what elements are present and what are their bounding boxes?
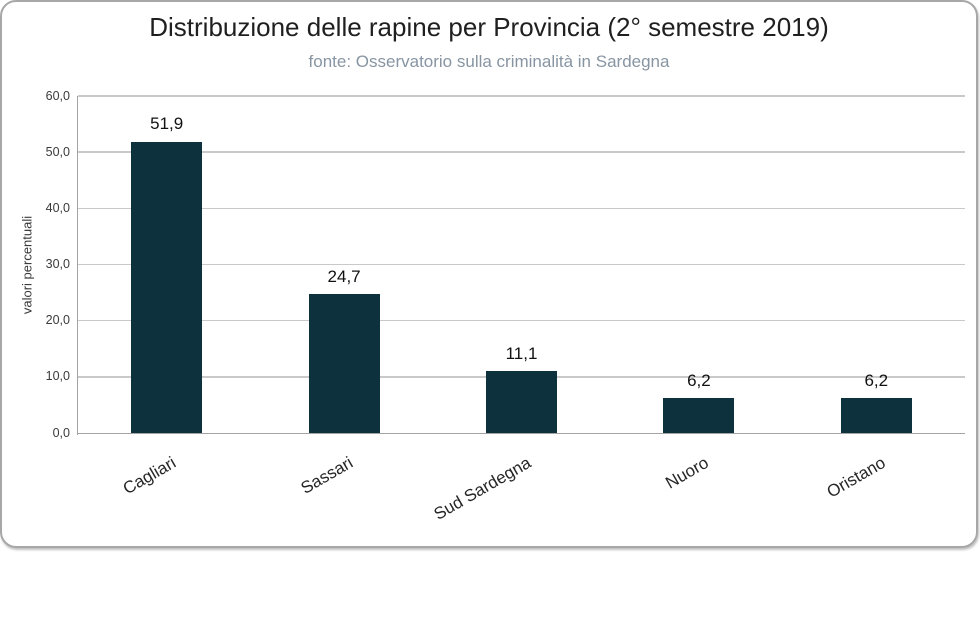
- value-label-oristano: 6,2: [864, 371, 889, 391]
- x-label-sassari: Sassari: [298, 453, 357, 498]
- bar-oristano: [840, 398, 912, 433]
- y-tick-label: 20,0: [45, 313, 70, 328]
- gridline-50,0: [78, 151, 965, 153]
- value-label-cagliari: 51,9: [150, 114, 184, 134]
- x-label-cagliari: Cagliari: [119, 453, 180, 499]
- gridline-30,0: [78, 263, 965, 266]
- gridline-60,0: [78, 95, 965, 97]
- x-label-nuoro: Nuoro: [661, 453, 712, 493]
- y-tick-label: 10,0: [45, 369, 70, 384]
- value-label-sassari: 24,7: [327, 267, 361, 287]
- chart-title: Distribuzione delle rapine per Provincia…: [149, 12, 829, 42]
- y-tick-label: 40,0: [45, 200, 70, 215]
- chart-frame: Distribuzione delle rapine per Provincia…: [0, 0, 978, 548]
- value-label-sud-sardegna: 11,1: [505, 343, 538, 363]
- x-label-sud-sardegna: Sud Sardegna: [430, 453, 534, 524]
- y-tick-label: 50,0: [45, 144, 70, 159]
- y-tick-label: 60,0: [45, 88, 70, 103]
- bar-sud-sardegna: [486, 370, 557, 433]
- y-axis-line: [76, 96, 78, 435]
- gridline-40,0: [78, 207, 965, 210]
- value-label-nuoro: 6,2: [687, 371, 711, 391]
- y-tick-label: 30,0: [45, 257, 70, 271]
- x-axis-line: [76, 432, 965, 434]
- bar-sassari: [308, 294, 380, 433]
- plot-area: 51,9 24,7 11,1 6,2 6,2: [76, 95, 965, 435]
- bar-nuoro: [663, 398, 735, 433]
- y-tick-label: 0,0: [52, 425, 70, 440]
- chart-subtitle: fonte: Osservatorio sulla criminalità in…: [308, 52, 670, 71]
- gridline-20,0: [78, 319, 965, 322]
- bar-cagliari: [131, 141, 203, 433]
- x-label-oristano: Oristano: [823, 453, 889, 502]
